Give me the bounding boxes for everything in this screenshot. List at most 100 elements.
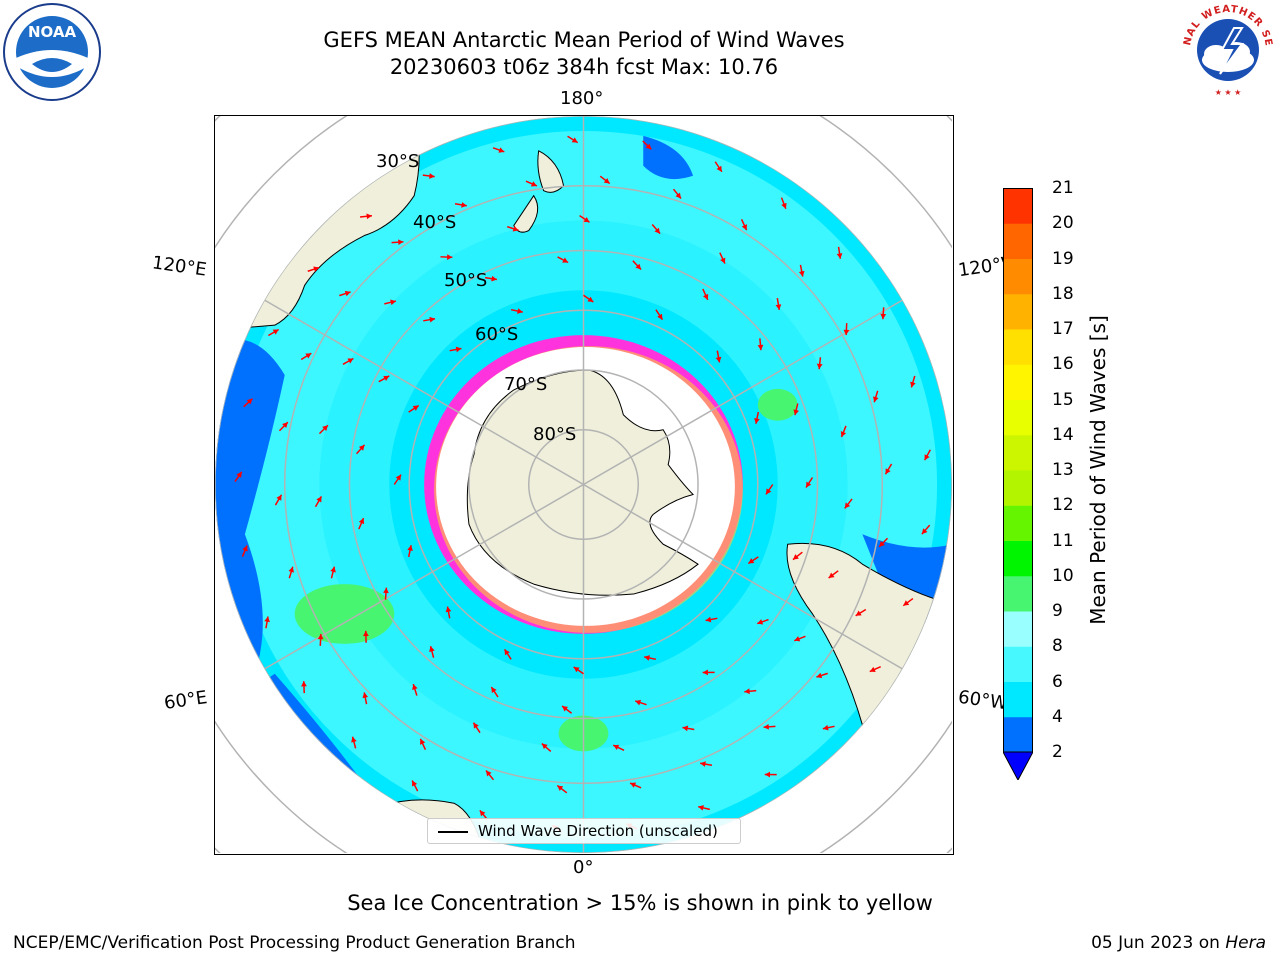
wind-arrow-head <box>398 239 404 246</box>
wind-arrow-head <box>630 782 637 788</box>
lat-label-50s: 50°S <box>444 270 488 291</box>
wind-arrow-head <box>313 266 320 272</box>
legend-label: Wind Wave Direction (unscaled) <box>478 822 718 840</box>
lon-label-60e: 60°E <box>162 687 209 714</box>
wind-arrow-head <box>447 254 453 260</box>
wind-arrow-head <box>816 363 823 370</box>
lat-label-70s: 70°S <box>504 374 548 395</box>
colorbar-band <box>1003 399 1033 436</box>
wind-arrow-head <box>822 724 829 731</box>
wind-arrow-head <box>358 518 365 525</box>
wind-arrow-head <box>344 290 351 297</box>
wind-arrow-head <box>429 646 435 652</box>
title-line-2: 20230603 t06z 384h fcst Max: 10.76 <box>389 55 779 79</box>
wind-arrow-head <box>716 165 722 172</box>
wind-arrow-head <box>412 780 418 787</box>
wind-arrow-head <box>473 722 479 729</box>
footer-date-text: 05 Jun 2023 on <box>1091 933 1226 953</box>
wind-arrow-head <box>583 216 590 223</box>
land-new-zealand-south <box>513 194 539 233</box>
wind-arrow-head <box>461 202 467 208</box>
wind-arrow-head <box>242 545 248 552</box>
wind-arrow-head <box>512 225 519 232</box>
nws-logo: NATIONAL WEATHER SERVICE ★ ★ ★ <box>1178 2 1274 97</box>
wind-arrow-head <box>603 178 610 184</box>
wind-arrow-head <box>885 468 891 475</box>
wind-arrow-head <box>541 743 548 750</box>
wind-arrow-head <box>754 418 760 424</box>
wind-arrow-head <box>288 566 294 573</box>
colorbar-band <box>1003 716 1033 753</box>
wind-arrow-head <box>557 785 564 791</box>
colorbar-band <box>1003 575 1033 612</box>
wind-arrow-head <box>757 619 764 625</box>
wind-arrow-head <box>816 672 823 679</box>
map-legend: Wind Wave Direction (unscaled) <box>427 818 741 844</box>
wind-arrow-head <box>869 666 876 673</box>
colorbar-tick-label: 2 <box>1052 742 1063 762</box>
colorbar-tick-label: 9 <box>1052 601 1063 621</box>
lat-label-40s: 40°S <box>413 212 457 233</box>
wind-arrow-head <box>420 738 426 745</box>
wind-arrow-head <box>705 616 712 623</box>
wind-arrow-head <box>530 181 537 187</box>
wind-arrow-head <box>781 202 787 209</box>
wind-arrow-head <box>390 299 396 306</box>
colorbar-band <box>1003 611 1033 647</box>
colorbar-label: Mean Period of Wind Waves [s] <box>1086 315 1110 625</box>
wind-arrow-head <box>806 481 812 488</box>
colorbar-tick-label: 19 <box>1052 248 1074 269</box>
wind-arrow-head <box>322 425 328 431</box>
wind-arrow-head <box>407 545 413 551</box>
low-period-patch-west <box>215 339 285 674</box>
wind-arrow-head <box>236 471 242 478</box>
wind-arrow-head <box>635 699 642 706</box>
wind-arrow-head <box>682 725 689 732</box>
high-period-patch-3 <box>757 388 798 421</box>
wind-arrow-head <box>744 688 750 695</box>
colorbar-tick-label: 10 <box>1052 565 1074 586</box>
wind-arrow-head <box>793 409 799 416</box>
wind-arrow-head <box>491 687 497 694</box>
legend-line-sample <box>438 831 468 833</box>
wind-arrow-head <box>715 356 722 363</box>
lat-label-60s: 60°S <box>475 324 519 345</box>
wind-arrow-head <box>843 329 850 336</box>
land-madagascar <box>215 762 296 814</box>
wind-arrow-head <box>491 275 497 282</box>
wind-arrow-head <box>836 253 843 259</box>
wind-arrow-head <box>562 257 569 263</box>
wind-arrow-head <box>383 587 389 594</box>
lon-label-0: 0° <box>573 857 594 878</box>
colorbar-tick-label: 21 <box>1052 178 1074 198</box>
wind-arrow-head <box>879 541 885 547</box>
sea-ice-caption: Sea Ice Concentration > 15% is shown in … <box>347 891 933 915</box>
wind-arrow-head <box>305 353 312 359</box>
colorbar-band <box>1003 258 1033 295</box>
colorbar-band <box>1003 364 1033 400</box>
wind-arrow-head <box>272 329 279 335</box>
wind-arrow-head <box>757 344 764 351</box>
wind-arrow-head <box>330 566 336 573</box>
wind-arrow-head <box>794 636 801 642</box>
wind-arrow-head <box>792 554 799 560</box>
wind-arrow-head <box>366 213 372 220</box>
wind-arrow-head <box>317 633 324 640</box>
wind-arrow-head <box>362 692 369 699</box>
graticule <box>215 116 952 853</box>
colorbar-tick-label: 12 <box>1052 495 1074 516</box>
lat-label-80s: 80°S <box>533 424 577 445</box>
lon-label-120e: 120°E <box>150 252 208 281</box>
land-new-zealand-north <box>537 150 565 193</box>
wind-arrow-head <box>455 346 462 353</box>
wind-arrow-head <box>351 736 357 743</box>
wind-arrow-head <box>445 606 452 613</box>
wind-arrow-head <box>748 558 755 564</box>
colorbar-band <box>1003 329 1033 365</box>
colorbar-tick-label: 4 <box>1052 706 1063 727</box>
wind-arrow-head <box>246 398 253 405</box>
colorbar-tick-label: 15 <box>1052 389 1074 410</box>
wind-arrow-head <box>654 227 661 234</box>
wind-arrow-head <box>412 405 419 411</box>
map-panel <box>214 115 954 855</box>
